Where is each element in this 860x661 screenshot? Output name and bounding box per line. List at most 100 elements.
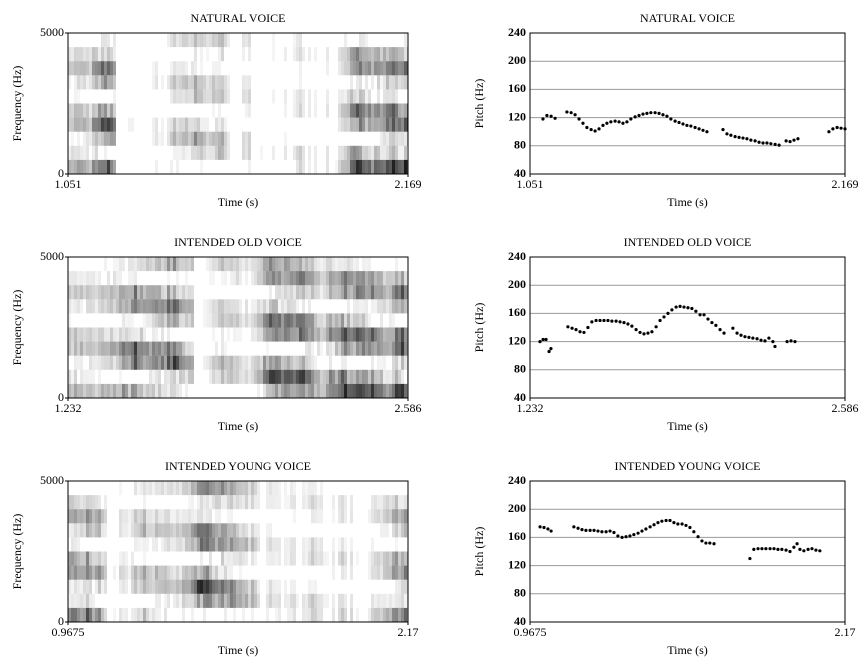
spectrogram-cell	[134, 481, 137, 496]
spectrogram-cell	[95, 607, 98, 622]
spectrogram-cell	[395, 327, 398, 342]
spectrogram-cell	[212, 271, 215, 286]
spectrogram-cell	[89, 271, 92, 286]
spectrogram-cell	[122, 327, 125, 342]
spectrogram-cell	[119, 257, 122, 272]
spectrogram-cell	[398, 565, 401, 580]
spectrogram-cell	[392, 131, 395, 146]
spectrogram-cell	[152, 369, 155, 384]
spectrogram-cell	[302, 103, 305, 118]
spectrogram-cell	[125, 299, 128, 314]
spectrogram-cell	[359, 285, 362, 300]
spectrogram-cell	[122, 523, 125, 538]
spectrogram-cell	[200, 89, 203, 104]
spectrogram-cell	[329, 271, 332, 286]
spectrogram-cell	[209, 593, 212, 608]
spectrogram-cell	[122, 355, 125, 370]
spectrogram-cell	[365, 369, 368, 384]
spectrogram-cell	[269, 257, 272, 272]
spectrogram-cell	[290, 355, 293, 370]
pitch-point	[780, 547, 784, 551]
spectrogram-cell	[329, 341, 332, 356]
spectrogram-cell	[269, 369, 272, 384]
spectrogram-cell	[83, 75, 86, 90]
spectrogram-cell	[299, 271, 302, 286]
spectrogram-cell	[389, 299, 392, 314]
spectrogram-cell	[386, 327, 389, 342]
spectrogram-cell	[395, 89, 398, 104]
spectrogram-cell	[338, 495, 341, 510]
spectrogram-cell	[83, 383, 86, 398]
spectrogram-cell	[203, 75, 206, 90]
spectrogram-cell	[323, 257, 326, 272]
spectrogram-cell	[113, 61, 116, 76]
pitch-point	[641, 112, 645, 116]
spectrogram-cell	[257, 271, 260, 286]
spectrogram-cell	[404, 131, 407, 146]
spectrogram-cell	[218, 565, 221, 580]
pitch-point	[662, 315, 666, 319]
spectrogram-cell	[95, 61, 98, 76]
spectrogram-cell	[278, 537, 281, 552]
spectrogram-cell	[374, 369, 377, 384]
spectrogram-cell	[329, 257, 332, 272]
spectrogram-cell	[179, 61, 182, 76]
spectrogram-cell	[212, 565, 215, 580]
spectrogram-cell	[167, 509, 170, 524]
spectrogram-cell	[155, 285, 158, 300]
spectrogram-cell	[86, 159, 89, 174]
spectrogram-cell	[197, 565, 200, 580]
spectrogram-cell	[206, 523, 209, 538]
spectrogram-cell	[71, 159, 74, 174]
spectrogram-cell	[296, 47, 299, 62]
spectrogram-cell	[299, 75, 302, 90]
spectrogram-cell	[320, 495, 323, 510]
spectrogram-cell	[386, 159, 389, 174]
spectrogram-cell	[272, 313, 275, 328]
spectrogram-cell	[167, 271, 170, 286]
spectrogram-cell	[239, 537, 242, 552]
spectrogram-cell	[248, 159, 251, 174]
spectrogram-cell	[347, 61, 350, 76]
spectrogram-cell	[89, 117, 92, 132]
spectrogram-cell	[215, 537, 218, 552]
spectrogram-cell	[230, 537, 233, 552]
spectrogram-cell	[182, 369, 185, 384]
spectrogram-cell	[176, 159, 179, 174]
spectrogram-cell	[401, 495, 404, 510]
spectrogram-cell	[206, 75, 209, 90]
spectrogram-cell	[245, 495, 248, 510]
spectrogram-cell	[353, 285, 356, 300]
spectrogram-cell	[284, 89, 287, 104]
spectrogram-cell	[152, 383, 155, 398]
spectrogram-cell	[176, 75, 179, 90]
spectrogram-cell	[167, 285, 170, 300]
spectrogram-cell	[311, 285, 314, 300]
spectrogram-cell	[347, 271, 350, 286]
spectrogram-cell	[287, 271, 290, 286]
spectrogram-cell	[374, 495, 377, 510]
pitch-point	[739, 333, 743, 337]
spectrogram-cell	[230, 271, 233, 286]
spectrogram-cell	[356, 341, 359, 356]
spectrogram-cell	[392, 47, 395, 62]
spectrogram-cell	[347, 257, 350, 272]
spectrogram-cell	[314, 551, 317, 566]
spectrogram-cell	[377, 61, 380, 76]
spectrogram-cell	[212, 75, 215, 90]
spectrogram-cell	[215, 565, 218, 580]
spectrogram-cell	[350, 145, 353, 160]
spectrogram-cell	[221, 551, 224, 566]
spectrogram-cell	[314, 145, 317, 160]
spectrogram-cell	[398, 383, 401, 398]
spectrogram-cell	[398, 369, 401, 384]
spectrogram-cell	[389, 285, 392, 300]
spectrogram-cell	[332, 383, 335, 398]
spectrogram-cell	[251, 257, 254, 272]
spectrogram-cell	[269, 271, 272, 286]
spectrogram-cell	[326, 285, 329, 300]
spectrogram-cell	[77, 61, 80, 76]
spectrogram-cell	[257, 593, 260, 608]
spectrogram-cell	[356, 369, 359, 384]
spectrogram-cell	[191, 593, 194, 608]
